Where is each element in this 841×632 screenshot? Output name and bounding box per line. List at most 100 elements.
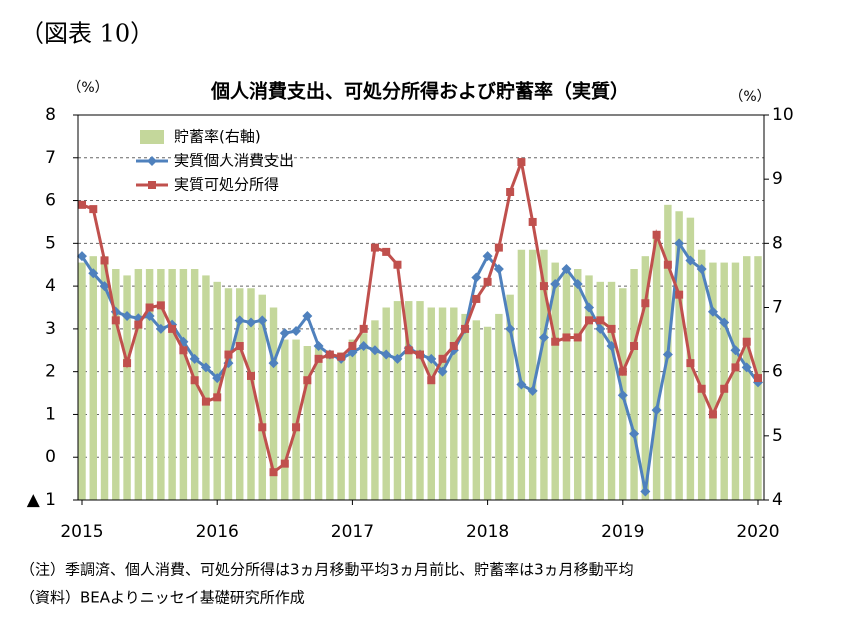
marker [134, 320, 143, 329]
legend-swatch [140, 130, 164, 144]
marker [506, 188, 515, 196]
bar [213, 281, 221, 500]
bar [596, 281, 604, 500]
marker [313, 341, 324, 351]
bar [562, 269, 571, 500]
legend-label: 実質可処分所得 [174, 176, 279, 194]
marker [640, 486, 651, 497]
y2-tick-label: 6 [772, 362, 783, 382]
marker [629, 428, 640, 439]
marker [707, 306, 718, 317]
marker [741, 362, 752, 373]
marker [325, 350, 334, 359]
marker [303, 376, 312, 385]
bar [348, 339, 357, 500]
note: （注）季調済、個人消費、可処分所得は3ヵ月移動平均3ヵ月前比、貯蓄率は3ヵ月移動… [20, 561, 634, 579]
marker [528, 217, 537, 226]
marker [584, 302, 594, 313]
bar [393, 301, 402, 500]
bar [89, 256, 97, 500]
legend-label: 実質個人消費支出 [174, 152, 294, 170]
y-tick-label: 1 [45, 404, 56, 424]
marker [516, 379, 527, 390]
marker [381, 349, 392, 360]
bar [224, 288, 233, 500]
bar [450, 307, 458, 500]
marker [392, 353, 403, 364]
bar [709, 262, 717, 500]
marker [438, 354, 447, 363]
bar [292, 339, 300, 500]
marker [675, 290, 684, 299]
bar [371, 320, 379, 500]
chart-title: 個人消費支出、可処分所得および貯蓄率（実質） [210, 80, 629, 103]
marker [358, 341, 369, 351]
marker [630, 342, 639, 350]
marker [641, 299, 650, 308]
marker [100, 256, 109, 265]
marker [449, 342, 458, 350]
bar [731, 262, 740, 500]
bar [495, 313, 503, 500]
marker [742, 337, 751, 346]
bar [551, 262, 559, 500]
bar [506, 294, 514, 500]
marker [538, 332, 549, 343]
marker [517, 158, 526, 167]
marker [652, 230, 661, 239]
marker [472, 294, 481, 303]
y-tick-label: 3 [45, 319, 56, 339]
marker [754, 374, 762, 383]
marker [213, 393, 222, 402]
marker [111, 316, 120, 325]
marker [573, 333, 582, 342]
marker [730, 345, 741, 356]
y-unit: （%） [67, 80, 108, 96]
marker [269, 468, 278, 477]
marker [292, 423, 301, 432]
y-tick-label: 4 [45, 276, 56, 296]
y-tick-label: 6 [45, 191, 56, 211]
bar [675, 211, 683, 500]
marker [122, 311, 133, 322]
header: （図表 10） [20, 20, 154, 48]
marker [291, 326, 302, 337]
y2-tick-label: 4 [772, 490, 783, 510]
bar [641, 256, 650, 500]
marker [527, 385, 538, 396]
marker [719, 317, 730, 328]
marker [651, 405, 662, 416]
marker [551, 337, 560, 346]
marker [731, 363, 740, 372]
bar [179, 269, 188, 500]
bar [247, 288, 255, 500]
bar [134, 269, 143, 500]
legend-label: 貯蓄率(右軸) [174, 128, 261, 146]
marker [145, 303, 154, 312]
marker [663, 260, 672, 269]
bar [326, 352, 334, 500]
x-tick-label: 2016 [196, 522, 239, 542]
marker [505, 323, 516, 334]
marker [257, 315, 268, 326]
marker [247, 371, 255, 380]
bar [630, 269, 638, 500]
marker [189, 353, 200, 364]
marker [89, 205, 98, 214]
bar [168, 269, 176, 500]
marker [539, 282, 548, 291]
marker [246, 317, 256, 328]
marker [369, 345, 380, 356]
marker [302, 311, 313, 322]
bar [281, 339, 289, 500]
y2-tick-label: 9 [772, 169, 783, 189]
bar [258, 294, 266, 500]
bar [438, 307, 447, 500]
bar [405, 301, 413, 500]
bar [517, 249, 526, 500]
bar [427, 307, 435, 500]
marker [179, 346, 188, 355]
marker [77, 251, 87, 262]
marker [404, 346, 413, 355]
bar [720, 262, 728, 500]
